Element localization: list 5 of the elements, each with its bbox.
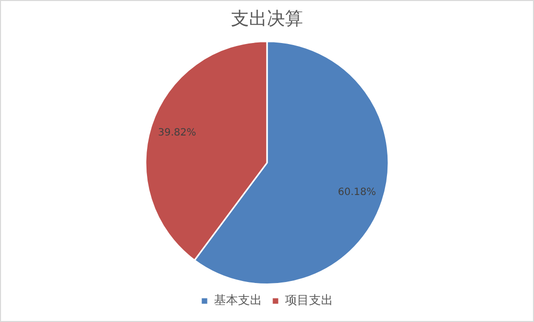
chart-title: 支出决算: [231, 8, 303, 30]
data-label: 60.18%: [338, 187, 376, 198]
legend-label: 项目支出: [285, 293, 333, 308]
legend-label: 基本支出: [214, 293, 262, 308]
data-label: 39.82%: [158, 128, 196, 139]
